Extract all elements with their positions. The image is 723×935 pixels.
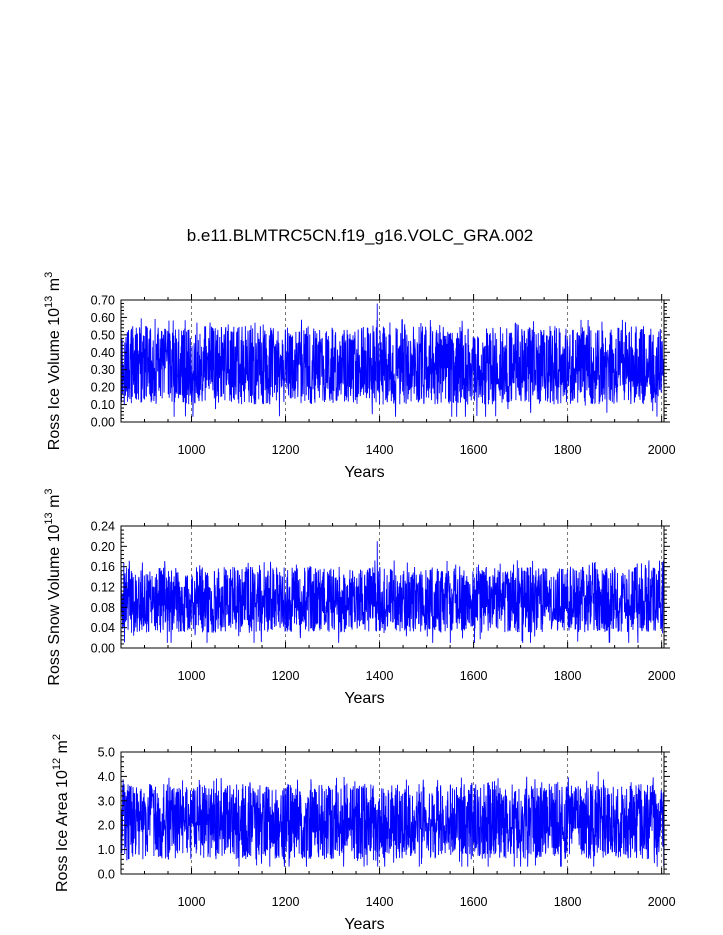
panel-2: 1000 1200 1400 1600 1800 2000 0.00 0.04 0.08 0.12…: [43, 488, 676, 707]
x-tick-label: 1200: [272, 895, 300, 909]
y-tick-label: 0.70: [91, 294, 115, 308]
y-axis-label: Ross Ice Volume 1013 m3: [43, 272, 63, 450]
y-tick-label: 2.0: [98, 819, 115, 833]
panel-3: 1000 1200 1400 1600 1800 2000 0.0 1.0 2.0 3.0 4.0 5…: [51, 734, 676, 933]
y-tick-label: 3.0: [98, 794, 115, 808]
y-tick-label: 5.0: [98, 746, 115, 760]
y-tick-label: 0.00: [91, 416, 115, 430]
x-tick-label: 1000: [178, 669, 206, 683]
x-axis-label: Years: [344, 690, 384, 707]
y-tick-label: 0.40: [91, 346, 115, 360]
y-tick-label: 0.60: [91, 311, 115, 325]
y-axis-label: Ross Ice Area 1012 m2: [51, 734, 71, 892]
plot-frame: [120, 299, 665, 423]
x-tick-label: 1600: [460, 895, 488, 909]
y-axis-label-unit: m: [46, 495, 63, 513]
series-line: [120, 771, 665, 867]
y-tick-label: 0.04: [91, 621, 115, 635]
x-tick-label: 1400: [366, 895, 394, 909]
y-tick-label: 0.12: [91, 581, 115, 595]
x-tick-label: 2000: [648, 443, 676, 457]
y-axis-label: Ross Snow Volume 1013 m3: [43, 488, 63, 685]
x-tick-label: 1800: [554, 669, 582, 683]
y-tick-label: 0.16: [91, 560, 115, 574]
series-line: [120, 541, 665, 643]
y-tick-label: 0.10: [91, 398, 115, 412]
x-tick-label: 1200: [272, 669, 300, 683]
y-tick-label: 0.20: [91, 381, 115, 395]
plot-frame: [120, 751, 665, 875]
y-tick-label: 0.00: [91, 642, 115, 656]
x-tick-label: 1600: [460, 669, 488, 683]
y-axis-label-main: Ross Snow Volume 10: [46, 524, 63, 685]
y-axis-label-main: Ross Ice Volume 10: [46, 308, 63, 450]
panel-1: 1000 1200 1400 1600 1800 2000 0.00 0.10 0.20 0.30…: [43, 272, 676, 481]
y-tick-label: 0.0: [98, 868, 115, 882]
y-axis-label-unit: m: [46, 278, 63, 296]
y-tick-label: 0.20: [91, 540, 115, 554]
x-tick-label: 1000: [178, 895, 206, 909]
y-axis-label-unit-exponent: 3: [43, 488, 55, 494]
x-tick-label: 1800: [554, 895, 582, 909]
x-tick-label: 1400: [366, 443, 394, 457]
x-tick-label: 1600: [460, 443, 488, 457]
y-axis-label-exponent: 13: [43, 296, 55, 308]
y-axis-label-main: Ross Ice Area 10: [54, 770, 71, 892]
panels: 1000 1200 1400 1600 1800 2000 0.00 0.10 0.20 0.30…: [43, 272, 676, 933]
y-tick-label: 0.08: [91, 601, 115, 615]
series-line: [120, 303, 665, 417]
y-tick-label: 0.24: [91, 520, 115, 534]
x-tick-label: 2000: [648, 895, 676, 909]
y-axis-label-exponent: 13: [43, 512, 55, 524]
y-axis-label-unit-exponent: 3: [43, 272, 55, 278]
y-tick-label: 0.50: [91, 328, 115, 342]
x-tick-label: 2000: [648, 669, 676, 683]
y-axis-label-unit-exponent: 2: [51, 734, 63, 740]
y-tick-label: 0.30: [91, 363, 115, 377]
figure-title: b.e11.BLMTRC5CN.f19_g16.VOLC_GRA.002: [187, 226, 533, 245]
x-axis-label: Years: [344, 464, 384, 481]
y-axis-label-exponent: 12: [51, 758, 63, 770]
y-tick-label: 4.0: [98, 770, 115, 784]
x-tick-label: 1200: [272, 443, 300, 457]
x-axis-label: Years: [344, 916, 384, 933]
x-tick-label: 1000: [178, 443, 206, 457]
y-axis-label-unit: m: [54, 740, 71, 758]
x-tick-label: 1800: [554, 443, 582, 457]
y-tick-label: 1.0: [98, 843, 115, 857]
x-tick-label: 1400: [366, 669, 394, 683]
